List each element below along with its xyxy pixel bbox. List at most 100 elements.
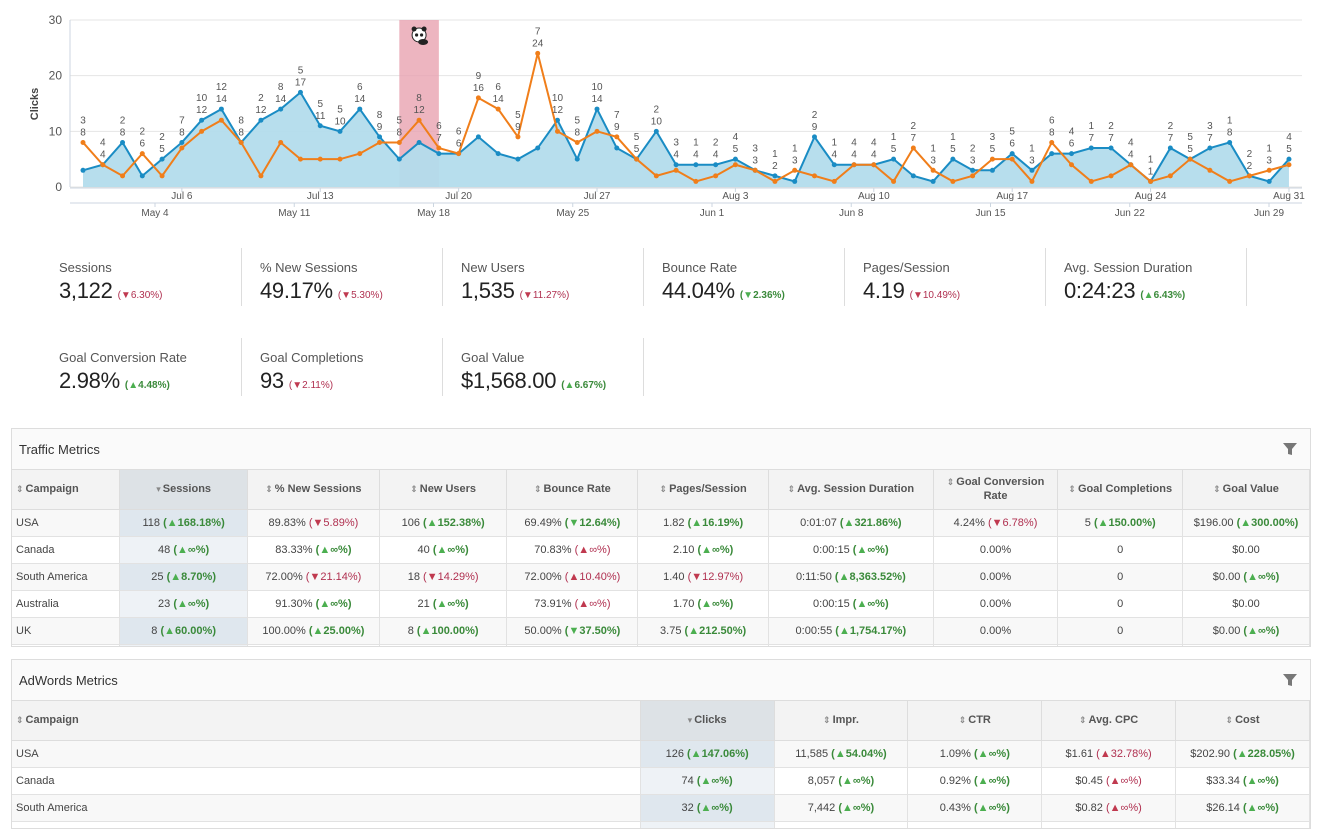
data-label: 8 [120, 127, 126, 138]
cell-delta-value: ∞% [187, 543, 206, 556]
cell-value: 91.30% [275, 597, 313, 610]
table-row[interactable]: Australia 23 (▲∞%) 91.30% (▲∞%) 21 (▲∞%) 73.… [12, 590, 1310, 618]
data-point [673, 167, 679, 173]
table-cell: 70.83% (▲∞%) [506, 536, 639, 564]
cell-delta: (▲8.70%) [166, 570, 216, 583]
table-row[interactable]: USA 126 (▲147.06%) 11,585 (▲54.04%) 1.09% (… [12, 740, 1310, 768]
column-header-impr-[interactable]: ⇕ Impr. [774, 701, 909, 741]
cell-value: Australia [16, 597, 59, 610]
kpi-value: 93 [260, 368, 284, 393]
column-header-pages-session[interactable]: ⇕ Pages/Session [637, 470, 770, 510]
data-point [80, 167, 86, 173]
column-header-goal-value[interactable]: ⇕ Goal Value [1182, 470, 1310, 510]
data-label: 1 [1088, 121, 1094, 132]
data-point [792, 167, 798, 173]
data-point [297, 156, 303, 162]
cell-delta: (▲8,363.52%) [834, 570, 906, 583]
data-point [218, 106, 224, 112]
data-label: 5 [990, 144, 996, 155]
data-point [416, 117, 422, 123]
cell-value: USA [16, 747, 39, 760]
data-label: 5 [891, 144, 897, 155]
cell-delta-value: 150.00% [1108, 516, 1152, 529]
table-cell: $33.34 (▲∞%) [1175, 767, 1310, 795]
data-label: 2 [970, 143, 976, 154]
column-header-campaign[interactable]: ⇕ Campaign [12, 470, 121, 510]
table-cell: 4.24% (▼6.78%) [933, 509, 1059, 537]
table-row[interactable]: South America 25 (▲8.70%) 72.00% (▼21.14%)… [12, 563, 1310, 591]
table-cell: South America [12, 794, 641, 822]
table-cell: 7,442 (▲∞%) [774, 794, 909, 822]
column-header-new-users[interactable]: ⇕ New Users [379, 470, 508, 510]
data-point [1049, 139, 1055, 145]
column-header-label: Sessions [162, 483, 212, 496]
cell-delta-value: 12.97% [702, 570, 740, 583]
cell-value: 4.24% [953, 516, 985, 529]
data-label: 4 [693, 150, 699, 161]
data-point [258, 173, 264, 179]
sort-icon: ⇕ [823, 715, 831, 726]
column-header-clicks[interactable]: ▾ Clicks [640, 701, 775, 741]
column-header-goal-completions[interactable]: ⇕ Goal Completions [1057, 470, 1184, 510]
column-header-avg-session-duration[interactable]: ⇕ Avg. Session Duration [768, 470, 934, 510]
table-row[interactable]: Canada 48 (▲∞%) 83.33% (▲∞%) 40 (▲∞%) 70.83%… [12, 536, 1310, 564]
data-label: 12 [196, 105, 208, 116]
y-tick-label: 20 [49, 69, 63, 83]
data-label: 4 [100, 138, 106, 149]
column-header-ctr[interactable]: ⇕ CTR [907, 701, 1043, 741]
table-cell: 0.92% (▲∞%) [907, 767, 1043, 795]
data-label: 2 [120, 115, 126, 126]
data-point [535, 145, 541, 151]
cell-value: 32 [681, 801, 694, 814]
data-point [1029, 167, 1035, 173]
table-row[interactable]: Canada 74 (▲∞%) 8,057 (▲∞%) 0.92% (▲∞%) $0.4… [12, 767, 1310, 795]
cell-value: 3.75 [660, 624, 682, 637]
data-label: 7 [614, 110, 620, 121]
sort-icon: ⇕ [16, 715, 24, 726]
table-cell: 0:00:55 (▲1,754.17%) [768, 617, 934, 645]
table-row[interactable]: UK 8 (▲60.00%) 100.00% (▲25.00%) 8 (▲100.00… [12, 617, 1310, 645]
column-header--new-sessions[interactable]: ⇕% New Sessions [247, 470, 380, 510]
x-tick-label: Aug 10 [858, 191, 890, 202]
filter-funnel-icon[interactable] [1282, 441, 1298, 457]
data-point [396, 139, 402, 145]
filter-funnel-icon[interactable] [1282, 672, 1298, 688]
down-triangle-icon: ▼ [568, 624, 580, 637]
data-label: 2 [1247, 161, 1253, 172]
table-row[interactable]: South America 32 (▲∞%) 7,442 (▲∞%) 0.43% (▲… [12, 794, 1310, 822]
cell-value: Canada [16, 543, 55, 556]
table-cell: 0.00% [933, 617, 1059, 645]
column-header-sessions[interactable]: ▾ Sessions [119, 470, 248, 510]
column-header-goal-conversion-rate[interactable]: ⇕ Goal Conversion Rate [933, 470, 1059, 510]
up-triangle-icon: ▲ [1236, 747, 1248, 760]
table-cell [247, 644, 380, 646]
data-label: 4 [100, 150, 106, 161]
kpi-delta: (▼6.30%) [117, 290, 163, 301]
cell-delta: (▲∞%) [1243, 624, 1280, 637]
cell-delta-value: ∞% [447, 597, 466, 610]
data-label: 7 [1108, 133, 1114, 144]
data-point [436, 145, 442, 151]
data-label: 3 [673, 138, 679, 149]
panda-icon[interactable] [411, 26, 429, 46]
kpi-label: Avg. Session Duration [1064, 260, 1193, 275]
data-label: 7 [535, 26, 541, 37]
kpi-delta-value: 6.30% [130, 290, 160, 301]
cell-delta-value: ∞% [1257, 570, 1276, 583]
column-header-campaign[interactable]: ⇕ Campaign [12, 701, 641, 741]
kpi-delta: (▼2.11%) [288, 380, 334, 391]
column-header-avg-cpc[interactable]: ⇕ Avg. CPC [1041, 701, 1177, 741]
data-point [377, 139, 383, 145]
data-label: 5 [1187, 144, 1193, 155]
cell-delta: (▼6.78%) [987, 516, 1038, 529]
table-row[interactable]: USA 118 (▲168.18%) 89.83% (▼5.89%) 106 (▲15… [12, 509, 1310, 537]
kpi-avg-session-duration: Avg. Session Duration 0:24:23 (▲6.43%) [1046, 248, 1247, 306]
cell-delta-value: 54.04% [845, 747, 884, 760]
table-cell: 0.43% (▲∞%) [907, 794, 1043, 822]
cell-delta-value: ∞% [330, 543, 348, 556]
x-tick-label-previous: Jun 22 [1115, 208, 1145, 219]
x-tick-label-previous: Jun 15 [975, 208, 1005, 219]
column-header-bounce-rate[interactable]: ⇕ Bounce Rate [506, 470, 639, 510]
column-header-cost[interactable]: ⇕ Cost [1175, 701, 1310, 741]
cell-value: 11,585 [795, 747, 829, 760]
